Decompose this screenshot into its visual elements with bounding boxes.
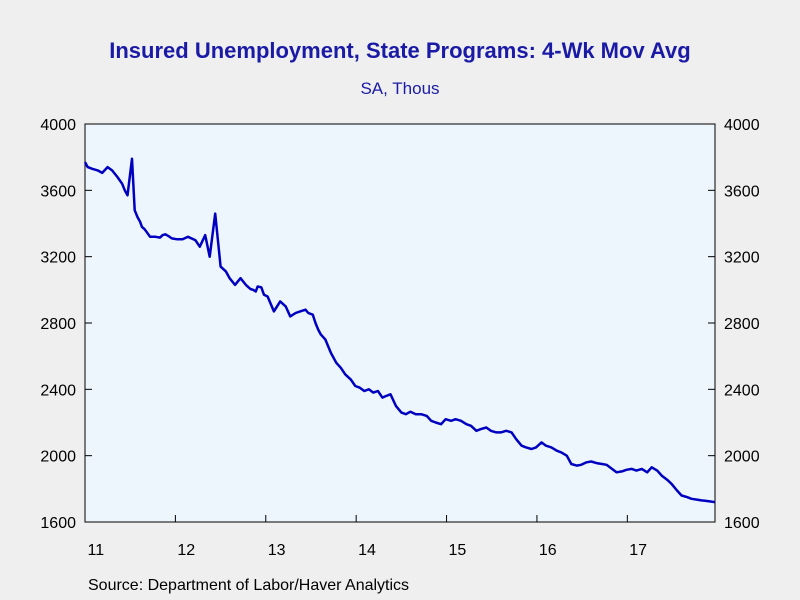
x-tick-label: 17	[629, 542, 647, 559]
source-note: Source: Department of Labor/Haver Analyt…	[88, 577, 410, 594]
y-tick-label-right: 2000	[724, 449, 760, 466]
x-tick-label: 12	[177, 542, 195, 559]
chart-subtitle: SA, Thous	[360, 79, 440, 98]
plot-area	[84, 123, 716, 523]
y-tick-label-left: 1600	[40, 515, 76, 532]
series-line	[83, 157, 716, 504]
y-tick-label-right: 3600	[724, 183, 760, 200]
y-tick-label-left: 3200	[40, 250, 76, 267]
x-tick-label: 13	[268, 542, 286, 559]
y-tick-label-left: 2000	[40, 449, 76, 466]
y-tick-label-right: 2800	[724, 316, 760, 333]
y-tick-label-left: 2400	[40, 382, 76, 399]
x-tick-label: 15	[448, 542, 466, 559]
chart-title: Insured Unemployment, State Programs: 4-…	[109, 38, 691, 63]
y-tick-label-right: 2400	[724, 382, 760, 399]
y-tick-label-left: 4000	[40, 117, 76, 134]
x-tick-label: 14	[358, 542, 376, 559]
y-tick-label-right: 3200	[724, 250, 760, 267]
x-tick-label: 11	[88, 542, 105, 559]
y-tick-label-left: 3600	[40, 183, 76, 200]
y-tick-label-right: 4000	[724, 117, 760, 134]
x-tick-label: 16	[539, 542, 557, 559]
y-tick-label-left: 2800	[40, 316, 76, 333]
y-tick-label-right: 1600	[724, 515, 760, 532]
